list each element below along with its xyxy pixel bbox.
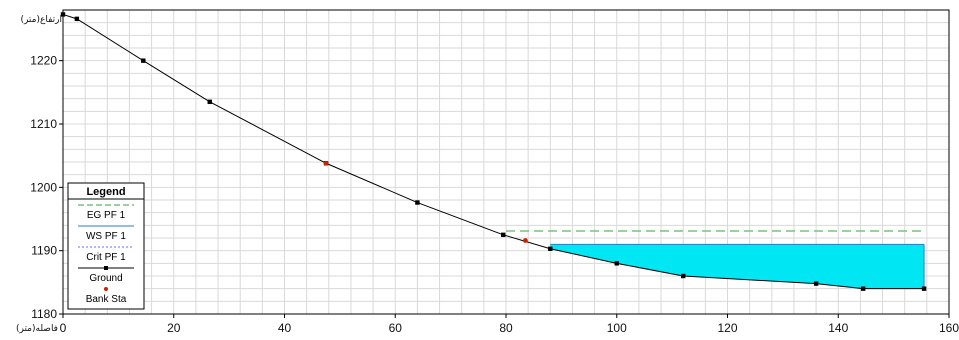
axis-ticks: 0 20 40 60 80 100 120 140 160 1180 1190 1200 1210 122… bbox=[30, 54, 959, 335]
water-surface-fill bbox=[550, 244, 925, 289]
x-tick-label: 80 bbox=[499, 321, 513, 335]
ground-point bbox=[813, 281, 819, 286]
y-tick-label: 1210 bbox=[30, 117, 57, 131]
ground-point bbox=[74, 16, 80, 22]
legend-label: Ground bbox=[89, 273, 122, 284]
x-tick-label: 0 bbox=[60, 321, 67, 335]
legend-title: Legend bbox=[86, 186, 125, 198]
bank-station-point bbox=[522, 238, 528, 243]
legend-swatch-ground-marker bbox=[104, 266, 108, 270]
y-tick-label: 1190 bbox=[31, 244, 57, 258]
ground-point bbox=[141, 58, 146, 63]
x-tick-label: 160 bbox=[939, 321, 959, 335]
ground-point bbox=[415, 200, 420, 205]
x-axis-title: فاصله(متر) bbox=[16, 324, 58, 334]
x-tick-label: 100 bbox=[607, 321, 627, 335]
legend-header bbox=[67, 182, 145, 200]
y-tick-label: 1200 bbox=[30, 180, 57, 194]
x-tick-label: 60 bbox=[389, 321, 403, 335]
legend-label: EG PF 1 bbox=[87, 210, 126, 221]
ground-point bbox=[501, 232, 506, 238]
x-tick-label: 140 bbox=[828, 321, 848, 335]
x-tick-label: 120 bbox=[717, 321, 737, 335]
water-area bbox=[550, 243, 925, 289]
legend: Legend EG PF 1 WS PF 1 Crit PF 1 Ground Bank … bbox=[67, 182, 145, 310]
y-tick-label: 1180 bbox=[31, 307, 57, 321]
legend-label: Bank Sta bbox=[86, 294, 127, 305]
x-tick-label: 40 bbox=[278, 321, 292, 335]
y-tick-label: 1220 bbox=[30, 54, 57, 68]
legend-swatch-bank bbox=[104, 287, 108, 291]
ground-point bbox=[921, 286, 927, 291]
ground-point bbox=[614, 261, 619, 266]
ground-point bbox=[681, 273, 686, 279]
legend-label: Crit PF 1 bbox=[86, 252, 126, 263]
y-axis-title: ارتفاع(متر) bbox=[20, 15, 62, 25]
x-tick-label: 20 bbox=[167, 321, 181, 335]
bank-station-point bbox=[323, 160, 329, 166]
legend-label: WS PF 1 bbox=[86, 231, 126, 242]
ground-point bbox=[207, 99, 212, 105]
ground-point bbox=[548, 246, 553, 251]
ground-point bbox=[860, 286, 866, 291]
series-markers bbox=[60, 12, 927, 291]
